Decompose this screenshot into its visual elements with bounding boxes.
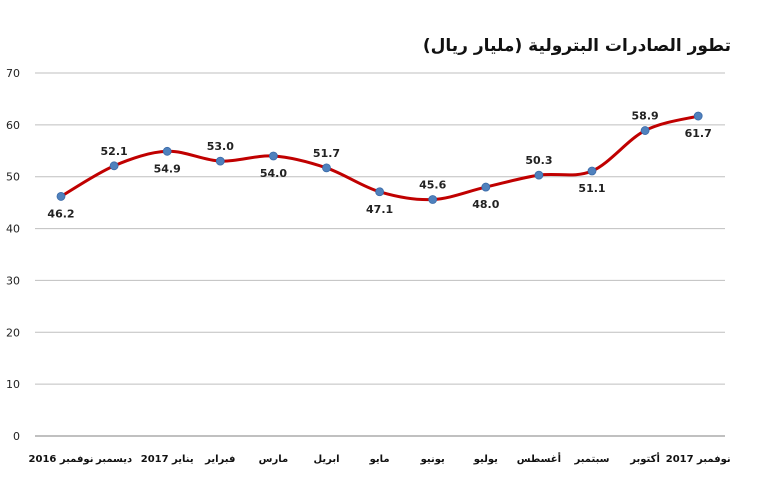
- data-point: [268, 151, 278, 161]
- x-category-label: ديسمبر: [95, 454, 132, 465]
- data-labels: 46.2 52.1 54.9 53.0 54.0 51.7 47.1 45.6 48.0 50.3…: [47, 110, 711, 221]
- x-category-label: فبراير: [204, 454, 235, 465]
- x-category-label: يوليو: [473, 454, 498, 465]
- data-point: [322, 163, 331, 173]
- data-point: [56, 192, 66, 201]
- y-tick-label: 50: [6, 171, 20, 184]
- data-label: 45.6: [419, 179, 446, 192]
- y-tick-label: 40: [6, 223, 20, 236]
- chart-title: تطور الصادرات البترولية (مليار ريال): [422, 36, 731, 56]
- data-label: 54.9: [154, 162, 181, 175]
- data-label: 51.1: [578, 182, 605, 195]
- x-axis-labels: نوفمبر 2016 ديسمبر يناير 2017 فبراير مارس ابر…: [29, 452, 731, 465]
- y-axis-ticks: 0 10 20 30 40 50 60 70: [6, 67, 20, 443]
- x-category-label: أغسطس: [517, 452, 561, 465]
- x-category-label: سبتمبر: [573, 454, 609, 465]
- data-label: 52.1: [101, 145, 128, 158]
- x-category-label: يناير 2017: [141, 454, 194, 465]
- data-label: 54.0: [260, 167, 287, 180]
- data-point: [162, 146, 172, 156]
- data-label: 50.3: [525, 154, 552, 167]
- data-point: [640, 126, 650, 135]
- x-category-label: مايو: [369, 454, 390, 465]
- data-label: 51.7: [313, 147, 340, 160]
- y-tick-label: 0: [13, 430, 20, 443]
- y-tick-label: 20: [6, 326, 20, 339]
- x-category-label: نوفمبر 2016: [29, 454, 94, 465]
- data-label: 58.9: [632, 110, 659, 123]
- x-category-label: ابريل: [313, 454, 339, 465]
- data-point: [534, 170, 544, 180]
- y-tick-label: 60: [6, 119, 20, 132]
- y-tick-label: 70: [6, 67, 20, 80]
- data-label: 46.2: [47, 207, 74, 220]
- data-point: [375, 187, 385, 197]
- data-point: [693, 111, 703, 121]
- data-point: [481, 182, 491, 192]
- data-point: [587, 166, 597, 176]
- x-category-label: نوفمبر 2017: [666, 454, 731, 465]
- y-tick-label: 30: [6, 274, 20, 287]
- data-point: [109, 161, 119, 171]
- data-label: 53.0: [207, 140, 234, 153]
- series-markers: [56, 111, 703, 204]
- data-label: 61.7: [685, 127, 712, 140]
- data-label: 48.0: [472, 198, 499, 211]
- gridlines: [35, 72, 725, 437]
- x-category-label: أكتوبر: [629, 452, 660, 465]
- x-category-label: يونيو: [420, 454, 445, 465]
- data-point: [215, 156, 225, 166]
- y-tick-label: 10: [6, 378, 20, 391]
- data-label: 47.1: [366, 203, 393, 216]
- data-point: [428, 195, 438, 204]
- x-category-label: مارس: [259, 454, 289, 465]
